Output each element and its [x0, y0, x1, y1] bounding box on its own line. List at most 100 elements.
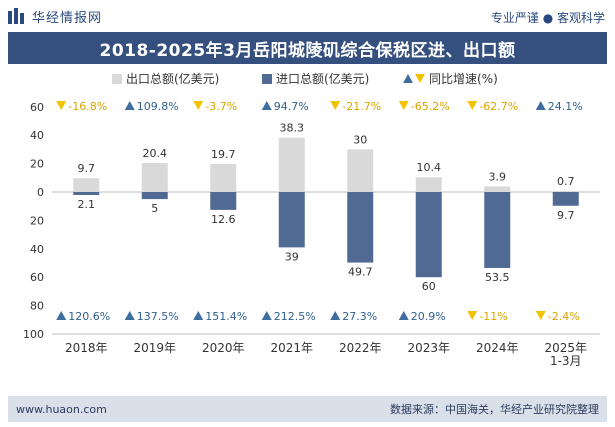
- export-growth-label: 109.8%: [137, 100, 179, 113]
- import-bar: [484, 192, 511, 268]
- export-growth-up-triangle-icon: [535, 101, 546, 110]
- export-growth-up-triangle-icon: [261, 101, 272, 110]
- import-bar: [552, 192, 579, 206]
- x-tick-label: 1-3月: [550, 354, 582, 368]
- export-growth-label: -21.7%: [342, 100, 381, 113]
- import-growth-label: 137.5%: [137, 310, 179, 323]
- import-value-label: 5: [151, 202, 158, 215]
- export-bar: [347, 149, 374, 192]
- import-value-label: 12.6: [211, 213, 236, 226]
- import-value-label: 9.7: [557, 209, 575, 222]
- data-source: 数据来源：中国海关，华经产业研究院整理: [390, 403, 599, 416]
- brand: 华经情报网: [8, 7, 103, 26]
- import-bar: [415, 192, 442, 278]
- bar-chart: 出口总额(亿美元) 进口总额(亿美元) 同比增速(%) 60 40 20 0 20 40 60 80…: [23, 71, 600, 368]
- chart-title: 2018-2025年3月岳阳城陵矶综合保税区进、出口额: [8, 32, 607, 64]
- import-growth-up-triangle-icon: [56, 311, 67, 320]
- import-growth-up-triangle-icon: [330, 311, 341, 320]
- import-growth-label: 212.5%: [274, 310, 316, 323]
- import-growth-down-triangle-icon: [467, 311, 478, 320]
- import-growth-label: 27.3%: [342, 310, 377, 323]
- import-growth-up-triangle-icon: [124, 311, 135, 320]
- top-bar: 华经情报网 专业严谨 ● 客观科学: [0, 0, 615, 32]
- legend-label-2: 进口总额(亿美元): [276, 71, 369, 86]
- import-growth-up-triangle-icon: [261, 311, 272, 320]
- import-value-label: 39: [285, 250, 299, 263]
- x-tick-label: 2023年: [407, 341, 450, 355]
- import-bar: [73, 192, 100, 195]
- y-tick-label: 20: [30, 214, 44, 227]
- export-growth-up-triangle-icon: [124, 101, 135, 110]
- x-tick-label: 2021年: [270, 341, 313, 355]
- y-tick-label: 100: [23, 328, 44, 341]
- import-value-label: 60: [422, 280, 436, 293]
- import-value-label: 53.5: [485, 271, 510, 284]
- x-tick-label: 2022年: [339, 341, 382, 355]
- export-bar: [552, 191, 579, 192]
- export-value-label: 30: [353, 133, 367, 146]
- legend-swatch-1: [112, 74, 122, 84]
- export-value-label: 38.3: [280, 122, 305, 135]
- export-growth-down-triangle-icon: [56, 101, 67, 110]
- footer-bar: www.huaon.com 数据来源：中国海关，华经产业研究院整理: [8, 396, 607, 422]
- export-growth-down-triangle-icon: [193, 101, 204, 110]
- x-tick-label: 2025年: [544, 341, 587, 355]
- export-bar: [484, 186, 511, 192]
- import-bar: [141, 192, 168, 200]
- export-growth-label: -16.8%: [68, 100, 107, 113]
- import-value-label: 49.7: [348, 266, 373, 279]
- y-tick-label: 60: [30, 101, 44, 114]
- export-growth-label: -62.7%: [479, 100, 518, 113]
- y-tick-label: 0: [37, 186, 44, 199]
- export-bar: [278, 137, 305, 192]
- x-tick-label: 2018年: [65, 341, 108, 355]
- brand-name: 华经情报网: [32, 10, 103, 26]
- import-bar: [347, 192, 374, 263]
- legend-label-3: 同比增速(%): [429, 72, 498, 86]
- export-growth-down-triangle-icon: [330, 101, 341, 110]
- export-growth-down-triangle-icon: [467, 101, 478, 110]
- legend-label-1: 出口总额(亿美元): [126, 71, 219, 86]
- x-tick-label: 2024年: [476, 341, 519, 355]
- export-bar: [210, 164, 237, 192]
- import-growth-label: -2.4%: [548, 310, 580, 323]
- import-bar: [210, 192, 237, 210]
- export-growth-label: 24.1%: [548, 100, 583, 113]
- legend-swatch-2: [262, 74, 272, 84]
- import-growth-up-triangle-icon: [398, 311, 409, 320]
- export-value-label: 0.7: [557, 175, 575, 188]
- export-value-label: 3.9: [489, 170, 507, 183]
- import-growth-label: 120.6%: [68, 310, 110, 323]
- import-growth-down-triangle-icon: [535, 311, 546, 320]
- import-bar: [278, 192, 305, 248]
- website-link[interactable]: www.huaon.com: [16, 402, 107, 416]
- export-growth-label: -65.2%: [411, 100, 450, 113]
- import-growth-up-triangle-icon: [193, 311, 204, 320]
- y-tick-label: 40: [30, 243, 44, 256]
- export-growth-label: -3.7%: [205, 100, 237, 113]
- y-tick-label: 60: [30, 271, 44, 284]
- tagline: 专业严谨 ● 客观科学: [490, 11, 605, 25]
- export-value-label: 10.4: [417, 161, 442, 174]
- legend-up-triangle-icon: [403, 74, 413, 83]
- import-value-label: 2.1: [78, 198, 96, 211]
- export-value-label: 19.7: [211, 148, 236, 161]
- x-tick-label: 2020年: [202, 341, 245, 355]
- huajing-logo-icon: [8, 8, 24, 24]
- import-growth-label: -11%: [479, 310, 507, 323]
- export-bar: [141, 163, 168, 192]
- export-growth-label: 94.7%: [274, 100, 309, 113]
- export-bar: [73, 178, 100, 192]
- export-value-label: 20.4: [143, 147, 168, 160]
- import-growth-label: 151.4%: [205, 310, 247, 323]
- y-tick-label: 40: [30, 129, 44, 142]
- export-growth-down-triangle-icon: [398, 101, 409, 110]
- export-value-label: 9.7: [78, 162, 96, 175]
- import-growth-label: 20.9%: [411, 310, 446, 323]
- export-bar: [415, 177, 442, 192]
- y-tick-label: 20: [30, 158, 44, 171]
- y-tick-label: 80: [30, 300, 44, 313]
- legend-down-triangle-icon: [415, 74, 425, 83]
- x-tick-label: 2019年: [133, 341, 176, 355]
